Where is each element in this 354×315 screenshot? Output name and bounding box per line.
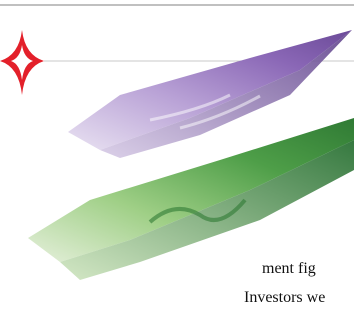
body-text: ment fig (262, 260, 316, 278)
page: ment fig Investors we (0, 0, 354, 315)
star-inner (11, 45, 33, 80)
body-text: Investors we (244, 289, 325, 307)
